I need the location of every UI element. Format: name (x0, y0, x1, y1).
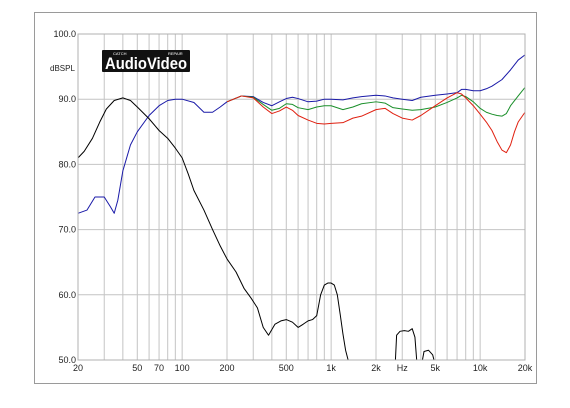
x-tick-label: 20k (518, 363, 533, 373)
y-tick-label: 90.0 (58, 94, 76, 104)
x-tick-label: 50 (132, 363, 142, 373)
chart-frame: 50.0 60.0 70.0 80.0 90.0 100.0 20 50 70 100 200 50… (34, 12, 537, 384)
x-tick-label: 10k (473, 363, 488, 373)
y-tick-label: 70.0 (58, 225, 76, 235)
x-tick-label: 70 (154, 363, 164, 373)
series-line-0 (77, 54, 526, 214)
y-tick-label: 80.0 (58, 159, 76, 169)
series-line-5 (421, 349, 435, 361)
y-tick-labels: 50.0 60.0 70.0 80.0 90.0 100.0 (53, 29, 76, 365)
plot-area: 50.0 60.0 70.0 80.0 90.0 100.0 20 50 70 100 200 50… (50, 29, 533, 373)
x-tick-label: 20 (73, 363, 83, 373)
x-tick-label: 2k (371, 363, 381, 373)
y-tick-label: 100.0 (53, 29, 76, 39)
series-line-4 (394, 328, 418, 361)
series-layer (77, 54, 526, 361)
y-tick-label: 60.0 (58, 290, 76, 300)
x-tick-label: 100 (175, 363, 190, 373)
axis-box (77, 33, 526, 361)
x-tick-labels: 20 50 70 100 200 500 1k 2k 5k 10k 20k (73, 363, 533, 373)
y-axis-label: dBSPL (50, 64, 75, 73)
logo-text: AudioVideo (105, 54, 187, 73)
x-tick-label: 5k (431, 363, 441, 373)
x-axis-label: Hz (397, 363, 408, 373)
x-tick-label: 200 (219, 363, 234, 373)
x-tick-label: 500 (279, 363, 294, 373)
x-tick-label: 1k (326, 363, 336, 373)
audiovideo-logo: CATCH REPAIR AudioVideo (102, 50, 190, 73)
grid-lines (77, 33, 526, 361)
logo-small-right: REPAIR (168, 51, 183, 56)
series-line-1 (226, 87, 526, 117)
y-tick-label: 50.0 (58, 355, 76, 365)
series-line-2 (226, 92, 526, 154)
series-line-3 (77, 97, 349, 361)
logo-small-left: CATCH (113, 51, 127, 56)
